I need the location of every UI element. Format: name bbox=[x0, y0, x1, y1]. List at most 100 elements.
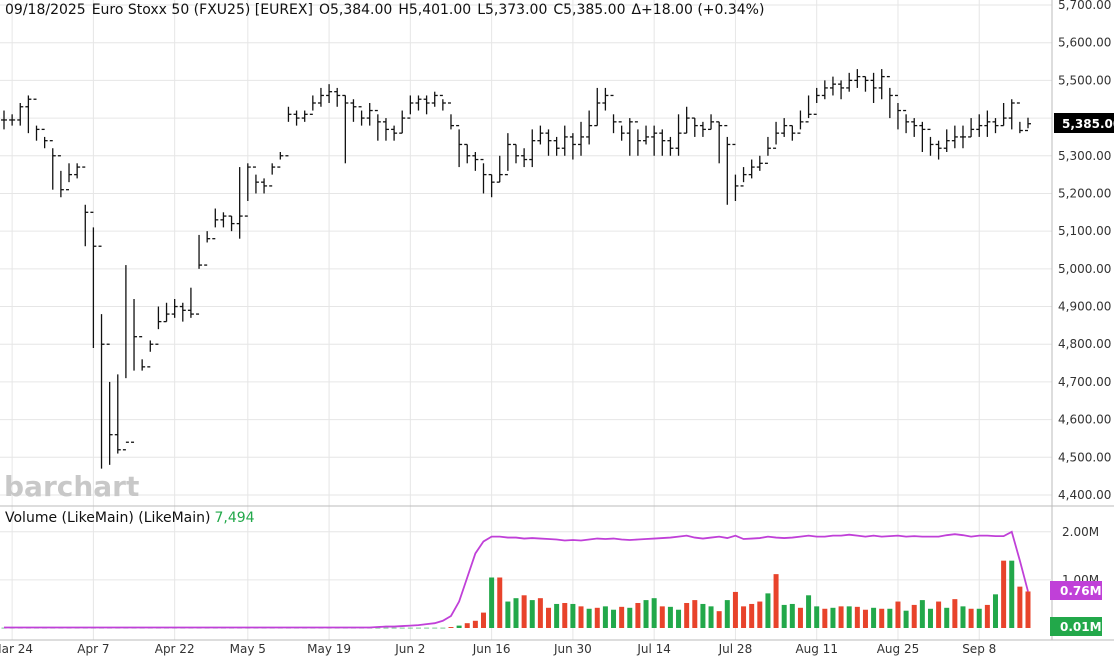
price-tick-label: 4,600.00 bbox=[1058, 413, 1111, 427]
volume-bar bbox=[1025, 591, 1031, 628]
volume-bar bbox=[781, 604, 787, 628]
ohlc-bar bbox=[846, 72, 853, 92]
volume-bar bbox=[976, 608, 982, 628]
volume-bar bbox=[936, 601, 942, 628]
ohlc-bar bbox=[504, 133, 511, 176]
ohlc-bar bbox=[57, 155, 64, 198]
volume-bar bbox=[383, 627, 389, 629]
volume-header-label: Volume (LikeMain) (LikeMain) bbox=[5, 510, 211, 526]
ohlc-bar bbox=[959, 125, 966, 149]
volume-bar bbox=[789, 603, 795, 628]
volume-bar bbox=[895, 601, 901, 628]
ohlc-bar bbox=[1000, 103, 1007, 127]
ohlc-bar bbox=[862, 75, 869, 92]
ohlc-bar bbox=[131, 299, 138, 443]
ohlc-bar bbox=[797, 110, 804, 134]
volume-bar bbox=[944, 607, 950, 628]
price-tick-label: 5,200.00 bbox=[1058, 186, 1111, 200]
ohlc-bar bbox=[163, 302, 170, 323]
date-tick-label: Apr 22 bbox=[155, 642, 195, 656]
ohlc-bar bbox=[553, 136, 560, 156]
volume-bar bbox=[862, 609, 868, 628]
volume-bar bbox=[391, 627, 397, 629]
volume-last-badge: 0.76M bbox=[1050, 581, 1102, 600]
volume-bar bbox=[919, 600, 925, 628]
volume-bar bbox=[814, 606, 820, 628]
volume-bar bbox=[619, 606, 625, 628]
volume-bar bbox=[797, 607, 803, 628]
volume-tick-label: 2.00M bbox=[1062, 525, 1099, 539]
volume-bar bbox=[472, 620, 478, 628]
volume-bar bbox=[854, 606, 860, 628]
ohlc-bar bbox=[602, 87, 609, 111]
volume-bar bbox=[952, 599, 958, 628]
ohlc-bar bbox=[764, 136, 771, 164]
ohlc-bar bbox=[943, 129, 950, 152]
ohlc-bar bbox=[179, 302, 186, 322]
volume-bar bbox=[773, 574, 779, 628]
ohlc-bar bbox=[9, 114, 16, 126]
ohlc-bar bbox=[813, 87, 820, 115]
volume-average-line bbox=[4, 530, 1029, 629]
ohlc-bar bbox=[838, 80, 845, 100]
ohlc-bar bbox=[358, 106, 365, 126]
ohlc-bar bbox=[894, 94, 901, 130]
volume-header-value: 7,494 bbox=[214, 510, 255, 526]
date-tick-label: Apr 7 bbox=[77, 642, 109, 656]
ohlc-bar bbox=[49, 140, 56, 190]
volume-bar bbox=[594, 607, 600, 628]
volume-bar bbox=[627, 607, 633, 628]
ohlc-bar bbox=[1008, 99, 1015, 130]
ohlc-bar bbox=[17, 103, 24, 126]
ohlc-bar bbox=[187, 287, 194, 318]
ohlc-bar bbox=[992, 118, 999, 134]
price-tick-label: 4,400.00 bbox=[1058, 488, 1111, 502]
ohlc-bar bbox=[651, 125, 658, 156]
ohlc-bar bbox=[878, 69, 885, 100]
ohlc-bar bbox=[829, 76, 836, 96]
volume-bar bbox=[806, 595, 812, 628]
ohlc-bar bbox=[569, 133, 576, 160]
volume-bar bbox=[432, 627, 438, 629]
ohlc-bar bbox=[903, 109, 910, 134]
ohlc-bar bbox=[488, 173, 495, 198]
ohlc-bar bbox=[277, 152, 284, 168]
ohlc-bar bbox=[911, 118, 918, 137]
ohlc-bar bbox=[716, 121, 723, 164]
ohlc-bar bbox=[643, 125, 650, 145]
ohlc-bar bbox=[317, 87, 324, 107]
ohlc-bar bbox=[122, 265, 129, 451]
volume-bar bbox=[749, 603, 755, 628]
header-symbol: Euro Stoxx 50 (FXU25) [EUREX] bbox=[91, 2, 313, 18]
volume-bar bbox=[968, 608, 974, 628]
volume-bar bbox=[822, 608, 828, 628]
ohlc-bar bbox=[594, 87, 601, 127]
ohlc-bar bbox=[919, 121, 926, 152]
header-close: C5,385.00 bbox=[553, 2, 626, 18]
ohlc-bar bbox=[708, 114, 715, 131]
ohlc-bar bbox=[496, 155, 503, 183]
date-tick-label: Aug 11 bbox=[795, 642, 838, 656]
volume-bar bbox=[635, 602, 641, 628]
volume-bar bbox=[757, 601, 763, 628]
ohlc-bar bbox=[293, 110, 300, 126]
price-tick-label: 5,100.00 bbox=[1058, 224, 1111, 238]
volume-bar bbox=[984, 604, 990, 628]
price-tick-label: 4,700.00 bbox=[1058, 375, 1111, 389]
volume-min-label: 0.01M bbox=[1060, 620, 1102, 634]
ohlc-bar bbox=[740, 167, 747, 187]
ohlc-bar bbox=[334, 87, 341, 107]
ohlc-bar bbox=[472, 152, 479, 171]
barchart-watermark: barchart bbox=[4, 470, 139, 503]
header-change: Δ+18.00 (+0.34%) bbox=[631, 2, 765, 18]
volume-bar bbox=[464, 623, 470, 628]
volume-bar bbox=[838, 606, 844, 628]
ohlc-bar bbox=[25, 95, 32, 134]
ohlc-bar bbox=[683, 106, 690, 134]
volume-bar bbox=[676, 609, 682, 628]
date-tick-label: Jul 14 bbox=[636, 642, 671, 656]
ohlc-bar bbox=[114, 374, 121, 454]
volume-bar bbox=[537, 598, 543, 628]
volume-bar bbox=[992, 594, 998, 628]
ohlc-bar bbox=[106, 343, 113, 465]
